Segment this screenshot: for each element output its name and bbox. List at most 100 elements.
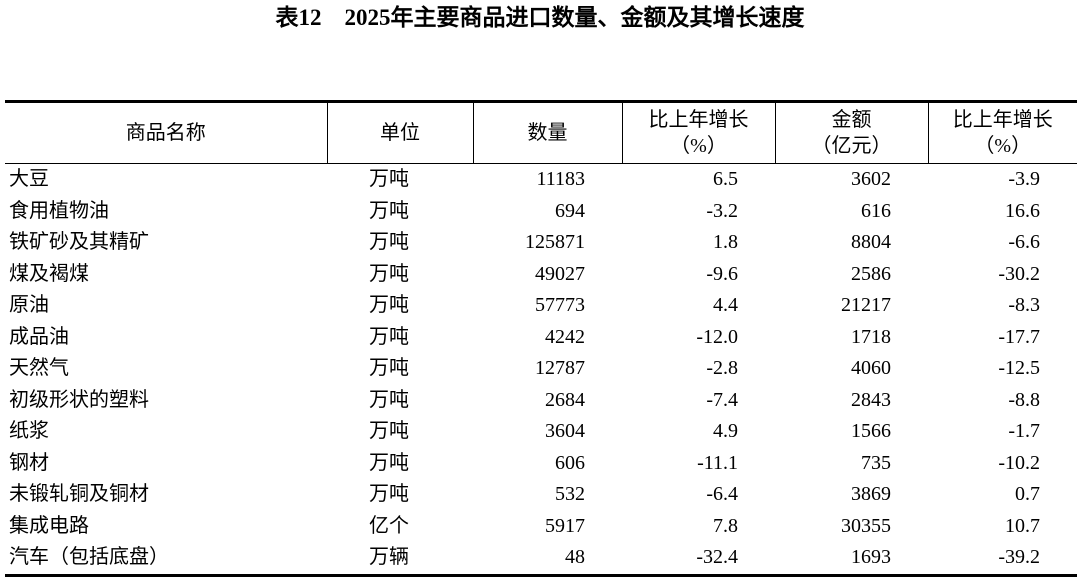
value-cell: 1566 [851, 420, 891, 443]
value-cell: -1.7 [1008, 420, 1040, 443]
value-cell: 125871 [525, 231, 585, 254]
value-cell: 2843 [851, 388, 891, 411]
value-cell: 606 [555, 451, 585, 474]
value-cell: -3.2 [706, 199, 738, 222]
value-cell: 3602 [851, 168, 891, 191]
header-cell: 金额 （亿元） [774, 101, 928, 164]
table-row: 煤及褐煤 万吨 49027 -9.6 2586 -30.2 [5, 259, 1077, 291]
table-row: 纸浆 万吨 3604 4.9 1566 -1.7 [5, 416, 1077, 448]
header-cell: 单位 [326, 101, 473, 164]
value-cell: -39.2 [998, 546, 1040, 569]
value-cell: 1.8 [713, 231, 738, 254]
unit: 万吨 [369, 420, 409, 443]
table-row: 集成电路 亿个 5917 7.8 30355 10.7 [5, 511, 1077, 543]
value-cell: -17.7 [998, 325, 1040, 348]
value-cell: 735 [861, 451, 891, 474]
value-cell: 4.4 [713, 294, 738, 317]
unit: 亿个 [369, 514, 409, 537]
product-name: 煤及褐煤 [9, 262, 89, 285]
table-row: 大豆 万吨 11183 6.5 3602 -3.9 [5, 164, 1077, 196]
value-cell: 30355 [841, 514, 891, 537]
value-cell: 5917 [545, 514, 585, 537]
value-cell: 3869 [851, 483, 891, 506]
value-cell: -12.5 [998, 357, 1040, 380]
product-name: 集成电路 [9, 514, 89, 537]
value-cell: 2684 [545, 388, 585, 411]
header-row: 商品名称 单位 数量 比上年增长 （%） 金额 （亿元） 比上年增长 （%） [5, 101, 1077, 164]
product-name: 未锻轧铜及铜材 [9, 483, 149, 506]
table-row: 天然气 万吨 12787 -2.8 4060 -12.5 [5, 353, 1077, 385]
table-row: 原油 万吨 57773 4.4 21217 -8.3 [5, 290, 1077, 322]
value-cell: 4060 [851, 357, 891, 380]
header-text: 金额 [831, 109, 872, 131]
value-cell: -6.6 [1008, 231, 1040, 254]
value-cell: -9.6 [706, 262, 738, 285]
value-cell: 10.7 [1005, 514, 1040, 537]
table-title: 表12 2025年主要商品进口数量、金额及其增长速度 [275, 5, 805, 30]
product-name: 食用植物油 [9, 199, 109, 222]
table-row: 成品油 万吨 4242 -12.0 1718 -17.7 [5, 322, 1077, 354]
unit: 万吨 [369, 357, 409, 380]
value-cell: 6.5 [713, 168, 738, 191]
value-cell: 48 [565, 546, 585, 569]
value-cell: -12.0 [696, 325, 738, 348]
product-name: 大豆 [9, 168, 49, 191]
value-cell: -7.4 [706, 388, 738, 411]
product-name: 铁矿砂及其精矿 [9, 231, 149, 254]
product-name: 纸浆 [9, 420, 49, 443]
header-cell: 比上年增长 （%） [621, 101, 775, 164]
unit: 万吨 [369, 388, 409, 411]
header-text: （亿元） [811, 135, 892, 157]
unit: 万吨 [369, 294, 409, 317]
table-row: 食用植物油 万吨 694 -3.2 616 16.6 [5, 196, 1077, 228]
header-cell: 商品名称 [5, 102, 327, 164]
table-row: 未锻轧铜及铜材 万吨 532 -6.4 3869 0.7 [5, 479, 1077, 511]
value-cell: 12787 [535, 357, 585, 380]
value-cell: 16.6 [1005, 199, 1040, 222]
unit: 万吨 [369, 483, 409, 506]
value-cell: -8.3 [1008, 294, 1040, 317]
value-cell: 57773 [535, 294, 585, 317]
header-cell: 数量 [472, 101, 622, 164]
unit: 万吨 [369, 199, 409, 222]
value-cell: -2.8 [706, 357, 738, 380]
value-cell: 694 [555, 199, 585, 222]
data-table: 商品名称 单位 数量 比上年增长 （%） 金额 （亿元） 比上年增长 （%） 大豆 万吨 11183… [5, 100, 1077, 577]
unit: 万辆 [369, 546, 409, 569]
value-cell: 0.7 [1015, 483, 1040, 506]
unit: 万吨 [369, 262, 409, 285]
table-row: 初级形状的塑料 万吨 2684 -7.4 2843 -8.8 [5, 385, 1077, 417]
unit: 万吨 [369, 325, 409, 348]
value-cell: -30.2 [998, 262, 1040, 285]
value-cell: -6.4 [706, 483, 738, 506]
header-cell: 比上年增长 （%） [927, 101, 1077, 164]
table-body: 大豆 万吨 11183 6.5 3602 -3.9 食用植物油 万吨 694 -3.2 616 16.… [5, 164, 1077, 575]
product-name: 初级形状的塑料 [9, 388, 149, 411]
value-cell: 49027 [535, 262, 585, 285]
header-text: （%） [670, 135, 727, 157]
header-text: 比上年增长 [648, 109, 749, 131]
value-cell: 616 [861, 199, 891, 222]
value-cell: -8.8 [1008, 388, 1040, 411]
value-cell: 4242 [545, 325, 585, 348]
header-text: 单位 [380, 122, 420, 144]
value-cell: 1718 [851, 325, 891, 348]
value-cell: 7.8 [713, 514, 738, 537]
header-text: 商品名称 [125, 122, 206, 144]
product-name: 钢材 [9, 451, 49, 474]
value-cell: 3604 [545, 420, 585, 443]
value-cell: 4.9 [713, 420, 738, 443]
header-text: 数量 [527, 122, 568, 144]
product-name: 天然气 [9, 357, 69, 380]
value-cell: 11183 [536, 168, 585, 191]
value-cell: 21217 [841, 294, 891, 317]
value-cell: 1693 [851, 546, 891, 569]
product-name: 成品油 [9, 325, 69, 348]
table-header: 商品名称 单位 数量 比上年增长 （%） 金额 （亿元） 比上年增长 （%） [5, 101, 1077, 164]
product-name: 原油 [9, 294, 49, 317]
unit: 万吨 [369, 168, 409, 191]
table-row: 钢材 万吨 606 -11.1 735 -10.2 [5, 448, 1077, 480]
unit: 万吨 [369, 451, 409, 474]
value-cell: 2586 [851, 262, 891, 285]
